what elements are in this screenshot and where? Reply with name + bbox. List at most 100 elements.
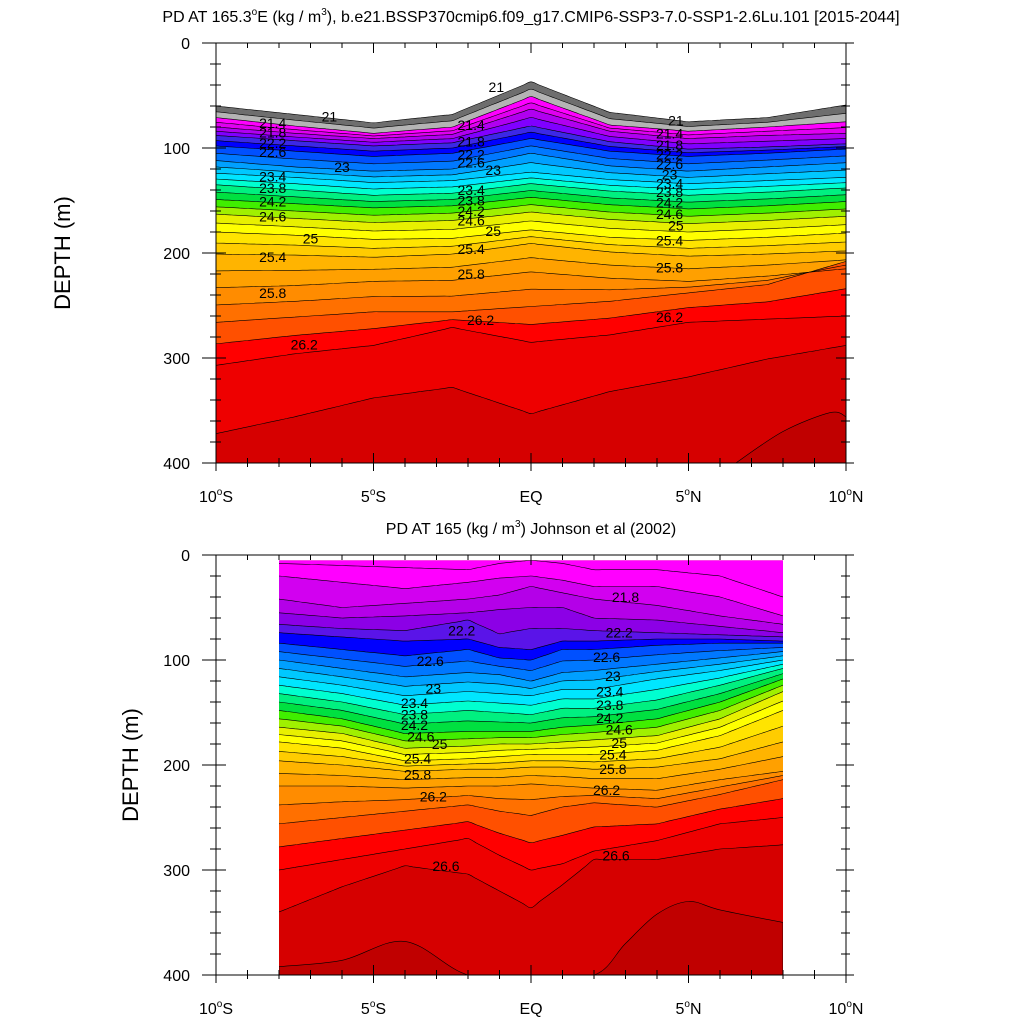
panel-2-isoline-23.8	[279, 668, 783, 715]
panel-2-contour-label: 24.2	[401, 717, 428, 733]
panel-1-contour-label: 26.2	[291, 336, 318, 352]
panel-2-y-tick-label: 300	[163, 863, 190, 880]
panel-2-contour-label: 22.2	[606, 625, 633, 641]
panel-1-contour-label: 23.8	[458, 193, 485, 209]
panel-1-contour-label: 25	[668, 218, 684, 234]
panel-1-contour-label: 22.6	[259, 144, 286, 160]
panel-2-isoline-25.8	[279, 771, 783, 791]
panel-2-isoline-26.4	[279, 798, 783, 848]
panel-2-isoline-23	[279, 651, 783, 682]
panel-1-isoline-26.8	[216, 345, 846, 434]
panel-1-x-tick-label: 5oS	[361, 487, 386, 506]
panel-1-isoline-22.2	[216, 125, 846, 150]
panel-1-isoline-26.4	[216, 288, 846, 345]
panel-1-isoline-21.8	[216, 108, 846, 139]
panel-1-contour-label: 25.4	[458, 241, 485, 257]
panel-1-y-ticks: 0 100 200 300 400	[163, 36, 190, 473]
panel-2-contour-label: 24.6	[606, 721, 633, 737]
panel-1-contour-label: 24.6	[656, 206, 683, 222]
panel-2-contour-label: 23.4	[401, 695, 428, 711]
panel-1-x-tick-label: EQ	[519, 489, 542, 506]
panel-2-isoline-24	[279, 673, 783, 725]
panel-1-y-tick-label: 0	[181, 36, 190, 53]
panel-2-isoline-26.2	[279, 779, 783, 825]
panel-2-isoline-24.2	[279, 678, 783, 734]
panel-1-contour-label: 24.2	[458, 203, 485, 219]
panel-1-isoline-26	[216, 264, 846, 306]
panel-2-isoline-21.8	[279, 586, 783, 625]
panel-1-contour-label: 24.2	[656, 195, 683, 211]
panel-1-isoline-25.4	[216, 243, 846, 258]
panel-1-isoline-22.6	[216, 138, 846, 157]
panel-1-contour-label: 21.4	[259, 115, 286, 131]
panel-2-isoline-23.4	[279, 659, 783, 697]
panel-1-isoline-21	[216, 81, 846, 124]
panel-2-contour-label: 24.2	[596, 710, 623, 726]
panel-2-title: PD AT 165 (kg / m3) Johnson et al (2002)	[386, 519, 676, 538]
panel-1-x-tick-label: 10oN	[829, 487, 864, 506]
panel-2-contour-label: 21.8	[612, 589, 639, 605]
panel-2-isoline-25.6	[279, 756, 783, 781]
panel-1-contour-label: 21	[668, 113, 684, 129]
panel-1-contour-label: 23	[334, 159, 350, 175]
panel-2-x-tick-label: 10oN	[829, 999, 864, 1018]
panel-2-isoline-24.4	[279, 684, 783, 742]
panel-1-isoline-23	[216, 152, 846, 172]
panel-1-contour-label: 25.4	[656, 232, 683, 248]
panel-1-isoline-24.4	[216, 204, 846, 217]
panel-1-isoline-24.6	[216, 211, 846, 224]
panel-1-isoline-23.6	[216, 177, 846, 190]
panel-1-isoline-24	[216, 190, 846, 203]
panel-2-isoline-23.2	[279, 655, 783, 689]
panel-1-isoline-23.2	[216, 162, 846, 178]
panel-1-contour-label: 23.4	[656, 176, 683, 192]
panel-2-contour-label: 22.6	[417, 653, 444, 669]
panel-1-contour-label: 21.4	[458, 117, 485, 133]
panel-2-contour-label: 26.6	[602, 847, 629, 863]
panel-1-filled-contours	[216, 43, 846, 463]
panel-1-contour-label: 23.4	[259, 168, 286, 184]
panel-2-y-ticks: 0 100 200 300 400	[163, 548, 190, 985]
panel-1-contour-label: 25.8	[458, 266, 485, 282]
panel-1-contour-label: 23.8	[259, 180, 286, 196]
panel-1-contour-label: 22.6	[458, 155, 485, 171]
panel-1-contour-label: 24.6	[259, 208, 286, 224]
panel-2-x-tick-label: 10oS	[199, 999, 233, 1018]
panel-1-contour-label: 25.8	[259, 285, 286, 301]
panel-2-isoline-25.2	[279, 725, 783, 767]
panel-1-contour-label: 25	[303, 230, 319, 246]
panel-2-isoline-22.8	[279, 647, 783, 671]
panel-2-filled-contours	[279, 560, 783, 975]
panel-2-contour-label: 25	[611, 735, 627, 751]
panel-2-contour-label: 23	[426, 680, 442, 696]
panel-2-isoline-25.4	[279, 741, 783, 772]
panel-2-contour-label: 25	[432, 736, 448, 752]
panel-2-contour-label: 23.8	[596, 697, 623, 713]
panel-1-contour-lines	[216, 81, 846, 434]
panel-2-isoline-24.6	[279, 691, 783, 749]
panel-1-isoline-24.8	[216, 220, 846, 233]
panel-1-contour-label: 22.2	[656, 146, 683, 162]
panel-1-y-tick-label: 400	[163, 456, 190, 473]
panel-2-contour-label: 25.8	[599, 761, 626, 777]
panel-1-isoline-25.2	[216, 236, 846, 249]
panel-1-contour-label: 21	[322, 109, 338, 125]
panel-1-y-tick-label: 200	[163, 246, 190, 263]
panel-2-contour-label: 24.6	[407, 729, 434, 745]
panel-1-contour-label: 26.2	[467, 312, 494, 328]
panel-2-contour-lines	[279, 560, 783, 913]
panel-1-y-tick-label: 300	[163, 351, 190, 368]
panel-2-contour-label: 22.6	[593, 649, 620, 665]
panel-2-contour-label: 23	[605, 668, 621, 684]
panel-1-contour-label: 21.8	[458, 134, 485, 150]
panel-1-contour-label: 22.6	[656, 156, 683, 172]
panel-2-isoline-23.6	[279, 663, 783, 706]
panel-1-isoline-24.2	[216, 196, 846, 210]
panel-1-contour-label: 22.2	[259, 135, 286, 151]
panel-2-x-tick-label: EQ	[519, 1001, 542, 1018]
panel-2-contour-label: 23.4	[596, 684, 623, 700]
panel-1-contour-label: 21.8	[259, 124, 286, 140]
panel-2-contour-label: 25.8	[404, 766, 431, 782]
